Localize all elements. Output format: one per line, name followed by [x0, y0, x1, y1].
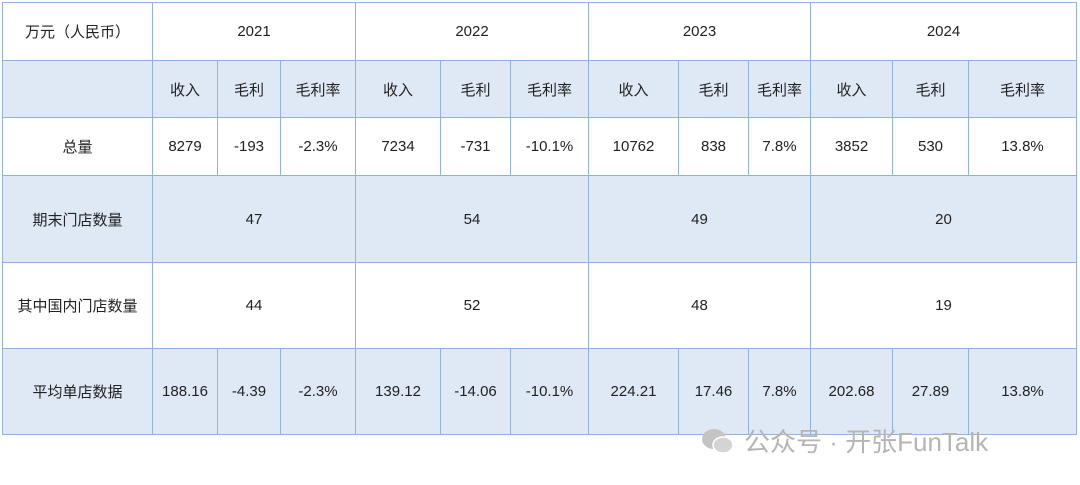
- data-cell: 48: [588, 262, 811, 349]
- data-cell: 13.8%: [968, 117, 1077, 176]
- sub-header: 毛利: [217, 60, 281, 118]
- data-cell: 838: [678, 117, 749, 176]
- sub-header: 毛利率: [280, 60, 356, 118]
- data-cell: 47: [152, 175, 356, 263]
- sub-header: 毛利率: [510, 60, 589, 118]
- year-header: 2022: [355, 2, 589, 61]
- row-label: 平均单店数据: [2, 348, 153, 435]
- data-cell: 19: [810, 262, 1077, 349]
- row-label: 其中国内门店数量: [2, 262, 153, 349]
- data-cell: 10762: [588, 117, 679, 176]
- data-cell: 7234: [355, 117, 441, 176]
- data-cell: 13.8%: [968, 348, 1077, 435]
- data-cell: 54: [355, 175, 589, 263]
- year-header: 2024: [810, 2, 1077, 61]
- year-header: 2023: [588, 2, 811, 61]
- sub-header: 收入: [355, 60, 441, 118]
- row-label: 期末门店数量: [2, 175, 153, 263]
- data-cell: 188.16: [152, 348, 218, 435]
- data-cell: -2.3%: [280, 348, 356, 435]
- data-cell: 27.89: [892, 348, 969, 435]
- sub-header: 收入: [810, 60, 893, 118]
- sub-header: 收入: [152, 60, 218, 118]
- data-cell: -10.1%: [510, 348, 589, 435]
- wechat-icon: [702, 428, 734, 454]
- sub-header: 收入: [588, 60, 679, 118]
- watermark-text: 公众号 · 开张FunTalk: [744, 427, 989, 457]
- data-cell: 139.12: [355, 348, 441, 435]
- sub-header: 毛利率: [968, 60, 1077, 118]
- data-cell: -193: [217, 117, 281, 176]
- sub-header: 毛利率: [748, 60, 811, 118]
- empty-header: [2, 60, 153, 118]
- sub-header: 毛利: [892, 60, 969, 118]
- data-cell: 530: [892, 117, 969, 176]
- data-cell: -14.06: [440, 348, 511, 435]
- row-label: 总量: [2, 117, 153, 176]
- data-cell: 7.8%: [748, 348, 811, 435]
- data-cell: 224.21: [588, 348, 679, 435]
- data-cell: 44: [152, 262, 356, 349]
- data-cell: -731: [440, 117, 511, 176]
- data-cell: -2.3%: [280, 117, 356, 176]
- data-cell: 7.8%: [748, 117, 811, 176]
- data-cell: -10.1%: [510, 117, 589, 176]
- data-cell: -4.39: [217, 348, 281, 435]
- sub-header: 毛利: [678, 60, 749, 118]
- corner-header: 万元（人民币）: [2, 2, 153, 61]
- data-cell: 8279: [152, 117, 218, 176]
- data-cell: 202.68: [810, 348, 893, 435]
- sub-header: 毛利: [440, 60, 511, 118]
- data-cell: 3852: [810, 117, 893, 176]
- data-cell: 20: [810, 175, 1077, 263]
- watermark: 公众号 · 开张FunTalk: [700, 422, 988, 459]
- data-cell: 52: [355, 262, 589, 349]
- data-cell: 49: [588, 175, 811, 263]
- year-header: 2021: [152, 2, 356, 61]
